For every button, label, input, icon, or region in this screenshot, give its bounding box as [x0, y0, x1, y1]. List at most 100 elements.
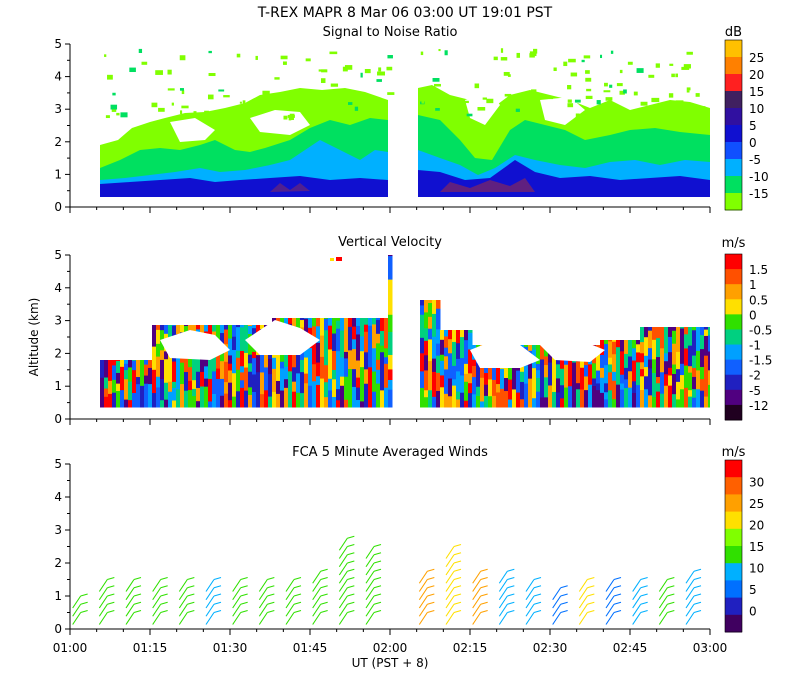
velocity-cell: [116, 390, 121, 408]
velocity-cell: [628, 387, 633, 408]
velocity-cell: [140, 368, 145, 386]
velocity-cell: [456, 358, 461, 372]
wind-barb-flag: [293, 601, 302, 605]
vel-hole-4: [540, 340, 605, 362]
snr-speckle: [323, 93, 330, 97]
velocity-cell: [360, 400, 365, 408]
colorbar-label: 5: [749, 119, 757, 133]
velocity-cell: [488, 395, 493, 408]
velocity-cell: [496, 383, 501, 393]
velocity-cell: [676, 368, 681, 382]
velocity-cell: [580, 388, 585, 408]
velocity-cell: [448, 378, 453, 397]
snr-speckle: [167, 88, 175, 91]
wind-barb-shaft: [365, 595, 375, 609]
velocity-cell: [344, 339, 349, 352]
velocity-cell: [696, 350, 701, 371]
velocity-cell: [424, 369, 429, 391]
velocity-cell: [448, 330, 453, 340]
colorbar-swatch: [725, 142, 742, 160]
velocity-cell: [592, 362, 597, 379]
velocity-cell: [424, 300, 429, 313]
snr-speckle: [585, 70, 590, 74]
velocity-cell: [344, 328, 349, 341]
velocity-cell: [356, 399, 361, 408]
wind-barb-shaft: [312, 612, 322, 625]
colorbar-label: -0.5: [749, 323, 772, 337]
velocity-cell: [696, 388, 701, 408]
wind-barb-flag: [480, 585, 488, 589]
snr-speckle: [609, 84, 613, 88]
velocity-cell: [420, 352, 425, 372]
wind-barb-flag: [267, 609, 275, 614]
velocity-cell: [156, 376, 161, 388]
velocity-cell: [672, 330, 677, 344]
wind-barb-shaft: [152, 579, 162, 592]
velocity-cell: [628, 355, 633, 372]
velocity-cell: [148, 383, 153, 408]
velocity-cell: [632, 347, 637, 361]
wind-barb-flag: [160, 585, 168, 589]
velocity-cell: [196, 325, 201, 330]
velocity-cell: [336, 320, 341, 329]
velocity-cell: [692, 327, 697, 331]
snr-speckle: [274, 77, 280, 80]
velocity-cell: [140, 360, 145, 370]
velocity-cell: [124, 399, 129, 408]
velocity-cell: [376, 342, 381, 360]
velocity-cell: [668, 385, 673, 408]
velocity-cell: [196, 387, 201, 402]
velocity-cell: [320, 335, 325, 350]
velocity-cell: [608, 389, 613, 398]
wind-barb-flag: [480, 593, 488, 597]
velocity-cell: [344, 399, 349, 408]
velocity-cell: [332, 369, 337, 380]
snr-speckle: [493, 56, 498, 61]
velocity-cell: [620, 350, 625, 375]
velocity-cell: [708, 384, 710, 394]
velocity-cell: [368, 395, 373, 408]
snr-speckle: [377, 71, 385, 76]
snr-speckle: [627, 61, 633, 65]
velocity-cell: [316, 362, 321, 377]
x-tick-label: 02:15: [453, 641, 488, 655]
colorbar-label: 30: [749, 476, 764, 490]
velocity-cell: [644, 366, 649, 377]
wind-barb-flag: [640, 576, 648, 581]
velocity-cell: [672, 364, 677, 374]
snr-speckle: [668, 93, 674, 98]
colorbar-swatch: [725, 563, 742, 581]
velocity-cell: [284, 378, 289, 388]
velocity-cell: [648, 347, 653, 360]
velocity-cell: [328, 378, 333, 391]
velocity-cell: [464, 373, 469, 382]
snr-speckle: [568, 58, 576, 63]
velocity-cell: [240, 326, 245, 351]
velocity-cell: [464, 363, 469, 374]
velocity-cell: [364, 368, 369, 384]
velocity-cell: [252, 351, 257, 359]
velocity-cell: [652, 396, 657, 408]
velocity-cell: [704, 327, 709, 330]
velocity-cell: [592, 356, 597, 364]
velocity-cell: [192, 325, 197, 334]
velocity-cell: [256, 389, 261, 408]
wind-barb-flag: [453, 543, 462, 548]
velocity-cell: [532, 345, 537, 350]
velocity-cell: [440, 374, 445, 388]
velocity-cell: [200, 355, 205, 372]
velocity-cell: [432, 378, 437, 397]
velocity-cell: [364, 324, 369, 332]
snr-speckle: [207, 94, 214, 100]
wind-barb-flag: [373, 601, 382, 605]
velocity-cell: [368, 318, 373, 326]
wind-barb-flag: [667, 585, 675, 589]
velocity-cell: [172, 361, 177, 382]
velocity-cell: [288, 318, 293, 324]
snr-speckle: [583, 55, 591, 59]
velocity-cell: [384, 318, 389, 320]
velocity-cell: [268, 396, 273, 408]
velocity-cell: [648, 359, 653, 369]
wind-barb-shaft: [365, 554, 375, 568]
velocity-cell: [576, 360, 581, 384]
